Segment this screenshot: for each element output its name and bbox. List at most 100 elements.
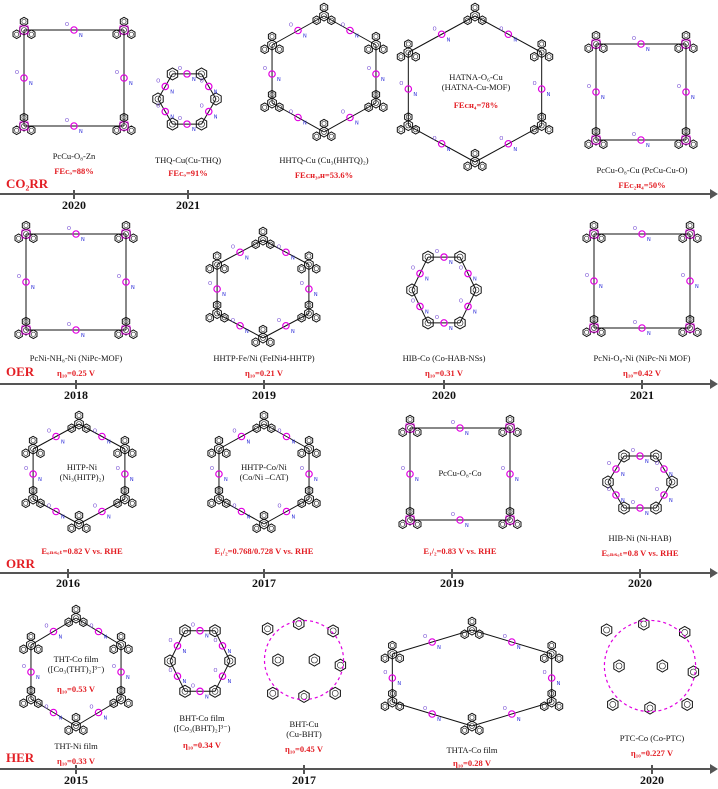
year-2019: 2019	[440, 576, 464, 590]
structure-pccu-o8-cu: O N O N O N O N	[580, 28, 702, 156]
svg-text:N: N	[303, 121, 307, 127]
timeline-orr	[0, 568, 718, 578]
svg-text:O: O	[383, 670, 387, 676]
svg-text:O: O	[543, 670, 547, 676]
timeline-her	[0, 764, 718, 774]
svg-text:O: O	[214, 638, 218, 644]
svg-text:N: N	[81, 333, 85, 339]
svg-text:O: O	[15, 70, 19, 76]
framework-drawing: O N O N O N O N O N O N	[21, 410, 137, 534]
svg-text:O: O	[503, 634, 507, 640]
structure-hhtp-co-ni: O N O N O N O N O N O N	[200, 410, 328, 536]
structure-thta-co: O N O N O N O N O N O N	[368, 616, 576, 738]
tick-2019	[263, 380, 265, 389]
svg-text:O: O	[232, 504, 236, 510]
svg-text:N: N	[517, 645, 521, 651]
svg-text:N: N	[413, 92, 417, 98]
year-2021: 2021	[176, 198, 200, 212]
svg-text:N: N	[355, 34, 359, 40]
svg-text:O: O	[93, 429, 97, 435]
year-2019: 2019	[252, 388, 276, 402]
label-hib-ni: HIB-Ni (Ni-HAB)	[608, 533, 672, 543]
svg-text:O: O	[289, 110, 293, 116]
year-2016: 2016	[56, 576, 80, 590]
label-pccu-o8-co: PcCu-O₈-Co	[438, 468, 482, 478]
svg-text:O: O	[156, 104, 160, 110]
label-hatna-o6-cu: HATNA-O₆-Cu (HATNA-Cu-MOF)	[441, 72, 511, 93]
svg-text:N: N	[647, 331, 651, 337]
svg-text:N: N	[513, 37, 517, 43]
svg-text:O: O	[208, 281, 212, 287]
svg-text:N: N	[192, 127, 196, 133]
label-hitp-ni: HITP-Ni (Ni₃(HITP)₂)	[59, 462, 105, 483]
svg-text:N: N	[669, 498, 673, 504]
svg-text:N: N	[170, 89, 174, 95]
svg-text:N: N	[183, 649, 187, 655]
svg-text:N: N	[36, 675, 40, 681]
svg-text:O: O	[90, 705, 94, 711]
framework-drawing: O N O N O N O N O N O N	[207, 410, 321, 534]
value-bht-cu: η₁₀=0.45 V	[285, 744, 323, 754]
svg-text:O: O	[433, 136, 437, 142]
svg-text:O: O	[115, 70, 119, 76]
label-tht-co: THT-Co film ([Co₃(THT)₂]³⁻)	[47, 654, 105, 675]
svg-text:O: O	[633, 320, 637, 326]
svg-text:O: O	[191, 623, 195, 629]
svg-text:N: N	[38, 477, 42, 483]
year-2020: 2020	[628, 576, 652, 590]
svg-text:N: N	[228, 649, 232, 655]
svg-text:N: N	[126, 675, 130, 681]
svg-text:N: N	[130, 477, 134, 483]
svg-text:O: O	[231, 244, 235, 250]
svg-text:O: O	[607, 461, 611, 467]
svg-text:O: O	[503, 706, 507, 712]
framework-drawing: O N O N O N O N O N O N	[396, 2, 554, 172]
year-2018: 2018	[64, 388, 88, 402]
timeline-arrow	[710, 189, 718, 199]
svg-text:N: N	[601, 95, 605, 101]
svg-text:N: N	[79, 33, 83, 39]
svg-text:N: N	[599, 284, 603, 290]
svg-text:O: O	[191, 683, 195, 689]
svg-text:O: O	[459, 266, 463, 272]
svg-text:N: N	[58, 635, 62, 641]
value-pccu-o8-co: E₁/₂=0.83 V vs. RHE	[423, 546, 497, 556]
svg-text:O: O	[401, 466, 405, 472]
timeline-oer	[0, 379, 718, 389]
timeline-arrow	[710, 568, 718, 578]
svg-text:O: O	[289, 23, 293, 29]
svg-text:N: N	[291, 255, 295, 261]
framework-drawing: O N O N O N O N O N O N	[380, 616, 564, 736]
svg-text:O: O	[90, 624, 94, 630]
value-hib-co: η₁₀=0.31 V	[425, 368, 463, 378]
category-co2rr: CO₂RR	[6, 176, 49, 191]
tick-2019	[451, 569, 453, 578]
svg-text:N: N	[129, 81, 133, 87]
year-2020: 2020	[640, 773, 664, 787]
framework-drawing: O N O N O N O N O N O N	[205, 226, 321, 348]
svg-text:O: O	[116, 466, 120, 472]
value-thq-cu: FEᴄₒ=91%	[168, 168, 208, 178]
svg-text:N: N	[107, 440, 111, 446]
svg-text:O: O	[341, 110, 345, 116]
svg-text:O: O	[423, 634, 427, 640]
svg-text:O: O	[632, 132, 636, 138]
svg-text:O: O	[65, 118, 69, 124]
svg-text:O: O	[67, 322, 71, 328]
tick-2021	[641, 380, 643, 389]
label-bht-co: BHT-Co film ([Co₃(BHT)₂]³⁻)	[173, 713, 231, 733]
svg-text:N: N	[355, 121, 359, 127]
svg-text:N: N	[465, 431, 469, 437]
tick-2020	[443, 380, 445, 389]
svg-text:O: O	[631, 500, 635, 506]
label-pcni-o8-ni: PcNi-O₈-Ni (NiPc-Ni MOF)	[593, 353, 691, 363]
tick-2020	[639, 569, 641, 578]
label-hhtq-cu: HHTQ-Cu (Cu₃(HHTQ)₂)	[279, 155, 369, 165]
row-her: O N O N O N O N O N O N THT-Co film ([Co₃(THT)₂]³⁻)…	[0, 598, 718, 789]
svg-text:N: N	[205, 694, 209, 700]
